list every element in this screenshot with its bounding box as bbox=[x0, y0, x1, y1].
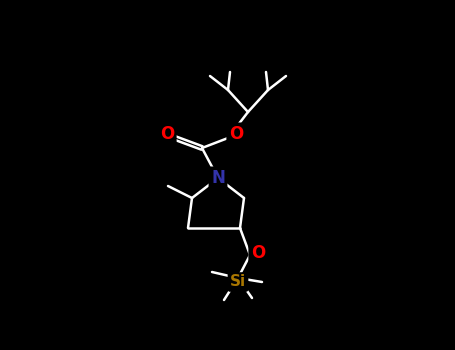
Text: N: N bbox=[211, 169, 225, 187]
Text: O: O bbox=[160, 125, 174, 143]
Text: O: O bbox=[251, 244, 265, 262]
Text: O: O bbox=[229, 125, 243, 143]
Text: Si: Si bbox=[230, 274, 246, 289]
